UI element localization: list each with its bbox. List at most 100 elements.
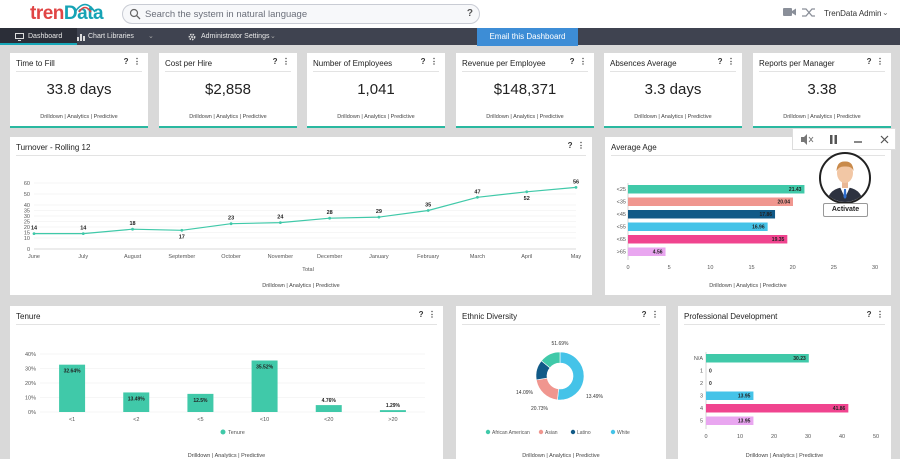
kebab-menu-icon[interactable]: ⋮ — [430, 57, 438, 66]
analytics-link[interactable]: Analytics — [364, 114, 387, 120]
analytics-link[interactable]: Analytics — [736, 283, 759, 289]
analytics-link[interactable]: Analytics — [661, 114, 684, 120]
analytics-link[interactable]: Analytics — [513, 114, 536, 120]
data-point[interactable] — [525, 190, 529, 194]
pause-icon[interactable] — [830, 135, 837, 144]
data-point[interactable] — [426, 209, 430, 212]
close-icon[interactable] — [880, 135, 889, 144]
analytics-link[interactable]: Analytics — [216, 114, 239, 120]
help-icon[interactable]: ? — [866, 310, 872, 319]
search-input[interactable]: Search the system in natural language ? — [122, 4, 480, 24]
bar[interactable] — [251, 360, 278, 412]
analytics-link[interactable]: Analytics — [67, 114, 90, 120]
drilldown-link[interactable]: Drilldown — [745, 453, 769, 459]
predictive-link[interactable]: Predictive — [762, 283, 787, 289]
bar[interactable] — [123, 392, 150, 412]
pie-slice[interactable] — [540, 351, 561, 369]
trendata-logo[interactable]: trenData — [30, 3, 104, 25]
kebab-menu-icon[interactable]: ⋮ — [428, 310, 436, 319]
email-dashboard-button[interactable]: Email this Dashboard — [477, 28, 578, 46]
drilldown-link[interactable]: Drilldown — [634, 114, 657, 120]
bar[interactable] — [59, 364, 86, 412]
predictive-link[interactable]: Predictive — [241, 453, 266, 459]
bar[interactable] — [706, 354, 809, 363]
analytics-link[interactable]: Analytics — [289, 283, 312, 289]
drilldown-link[interactable]: Drilldown — [486, 114, 509, 120]
bar[interactable] — [706, 416, 754, 426]
help-icon[interactable]: ? — [123, 57, 129, 66]
data-point[interactable] — [180, 228, 184, 232]
kebab-menu-icon[interactable]: ⋮ — [876, 57, 884, 66]
data-point[interactable] — [229, 222, 233, 226]
predictive-link[interactable]: Predictive — [575, 453, 600, 459]
predictive-link[interactable]: Predictive — [390, 114, 415, 120]
predictive-link[interactable]: Predictive — [687, 114, 712, 120]
predictive-link[interactable]: Predictive — [242, 114, 267, 120]
kebab-menu-icon[interactable]: ⋮ — [651, 310, 659, 319]
help-icon[interactable]: ? — [641, 310, 647, 319]
drilldown-link[interactable]: Drilldown — [40, 114, 63, 120]
kebab-menu-icon[interactable]: ⋮ — [727, 57, 735, 66]
data-point[interactable] — [81, 232, 85, 235]
help-icon[interactable]: ? — [717, 57, 723, 66]
kebab-menu-icon[interactable]: ⋮ — [579, 57, 587, 66]
predictive-link[interactable]: Predictive — [93, 114, 118, 120]
kebab-menu-icon[interactable]: ⋮ — [133, 57, 141, 66]
bar[interactable] — [379, 410, 406, 412]
bar[interactable] — [628, 222, 768, 232]
video-camera-icon[interactable] — [783, 8, 796, 16]
user-menu[interactable]: TrenData Admin — [824, 9, 882, 18]
bar[interactable] — [706, 391, 754, 401]
bar[interactable] — [628, 247, 666, 257]
bar[interactable] — [628, 197, 793, 207]
nav-chart-libraries[interactable]: Chart Libraries ⌄ — [77, 28, 167, 45]
analytics-link[interactable]: Analytics — [810, 114, 833, 120]
drilldown-link[interactable]: Drilldown — [187, 453, 211, 459]
pie-slice[interactable] — [557, 351, 585, 401]
search-help-icon[interactable]: ? — [466, 8, 473, 19]
bar[interactable] — [628, 210, 776, 219]
activate-button[interactable]: Activate — [823, 203, 868, 217]
drilldown-link[interactable]: Drilldown — [709, 283, 732, 289]
pie-slice[interactable] — [535, 377, 559, 401]
bar[interactable] — [315, 405, 342, 412]
nav-dashboard[interactable]: Dashboard — [0, 28, 77, 45]
predictive-link[interactable]: Predictive — [539, 114, 564, 120]
drilldown-link[interactable]: Drilldown — [522, 453, 545, 459]
drilldown-link[interactable]: Drilldown — [262, 283, 285, 289]
predictive-link[interactable]: Predictive — [315, 283, 340, 289]
user-menu-caret-icon[interactable]: ⌄ — [882, 8, 889, 17]
volume-mute-icon[interactable] — [801, 134, 814, 145]
help-icon[interactable]: ? — [866, 57, 872, 66]
assistant-avatar[interactable] — [819, 152, 871, 204]
drilldown-link[interactable]: Drilldown — [783, 114, 806, 120]
bar[interactable] — [628, 185, 805, 194]
bar[interactable] — [706, 404, 849, 413]
data-point[interactable] — [32, 232, 36, 235]
data-point[interactable] — [574, 186, 578, 189]
kebab-menu-icon[interactable]: ⋮ — [876, 310, 884, 319]
data-point[interactable] — [476, 195, 479, 199]
kebab-menu-icon[interactable]: ⋮ — [577, 141, 585, 150]
bar[interactable] — [187, 393, 214, 412]
help-icon[interactable]: ? — [569, 57, 575, 66]
help-icon[interactable]: ? — [272, 57, 278, 66]
analytics-link[interactable]: Analytics — [549, 453, 572, 459]
analytics-link[interactable]: Analytics — [214, 453, 237, 459]
help-icon[interactable]: ? — [567, 141, 573, 150]
predictive-link[interactable]: Predictive — [836, 114, 861, 120]
data-point[interactable] — [328, 216, 332, 220]
nav-admin-settings[interactable]: Administrator Settings ⌄ — [188, 28, 288, 45]
help-icon[interactable]: ? — [420, 57, 426, 66]
data-point[interactable] — [131, 227, 134, 231]
bar[interactable] — [628, 235, 788, 244]
help-icon[interactable]: ? — [418, 310, 424, 319]
data-point[interactable] — [278, 221, 282, 224]
data-point[interactable] — [377, 215, 381, 219]
drilldown-link[interactable]: Drilldown — [337, 114, 360, 120]
kebab-menu-icon[interactable]: ⋮ — [282, 57, 290, 66]
shuffle-icon[interactable] — [802, 8, 815, 17]
analytics-link[interactable]: Analytics — [772, 453, 795, 459]
predictive-link[interactable]: Predictive — [799, 453, 824, 459]
drilldown-link[interactable]: Drilldown — [189, 114, 212, 120]
